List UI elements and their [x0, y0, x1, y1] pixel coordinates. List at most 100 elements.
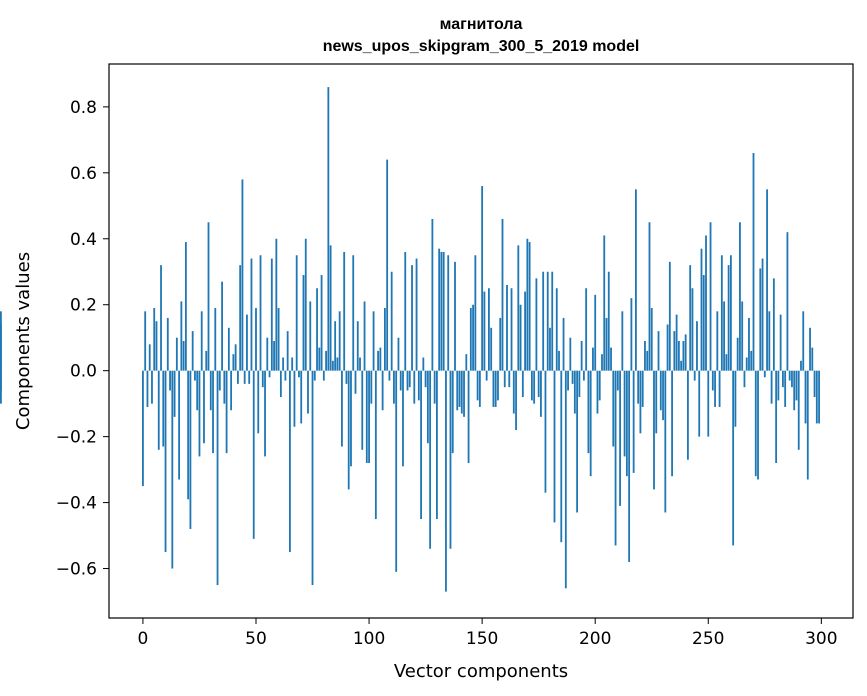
bar-276 [766, 189, 768, 371]
bar-256 [720, 255, 723, 371]
bar-221 [641, 370, 644, 407]
bar-131 [438, 248, 441, 371]
bar-63 [284, 370, 287, 381]
x-axis-ticks: 0 50 100 150 200 250 300 [138, 618, 838, 649]
bar-undefined [0, 370, 2, 391]
bar-288 [793, 370, 796, 411]
bar-120 [413, 370, 416, 404]
bar-153 [488, 288, 490, 371]
bar-43 [239, 265, 242, 371]
bar-108 [386, 159, 389, 371]
bar-39 [230, 370, 233, 411]
bar-77 [316, 288, 318, 371]
bar-243 [691, 288, 694, 371]
bar-133 [442, 251, 445, 371]
bar-246 [698, 370, 701, 437]
bar-31 [212, 370, 214, 454]
bar-259 [727, 265, 730, 371]
x-tick-label: 300 [805, 629, 837, 649]
bar-91 [347, 370, 350, 490]
bar-78 [318, 347, 321, 371]
bar-173 [533, 370, 536, 404]
bar-239 [682, 341, 685, 371]
bar-97 [361, 370, 364, 450]
bar-205 [605, 317, 608, 371]
bar-242 [689, 265, 692, 371]
bar-29 [207, 222, 210, 371]
bar-142 [463, 370, 465, 417]
bar-272 [757, 370, 759, 480]
bar-253 [714, 370, 716, 407]
bar-55 [266, 337, 269, 371]
bar-45 [243, 370, 246, 384]
bar-148 [476, 370, 479, 401]
bar-150 [481, 186, 484, 371]
bar-166 [517, 245, 520, 371]
bar-70 [300, 370, 303, 424]
bar-20 [187, 370, 190, 500]
bar-203 [601, 354, 603, 371]
bar-298 [815, 370, 818, 424]
x-tick-label: 150 [466, 629, 498, 649]
bar-280 [775, 370, 778, 464]
bar-127 [429, 370, 432, 549]
bar-189 [569, 337, 572, 371]
bar-188 [567, 370, 569, 391]
bar-125 [424, 370, 427, 388]
bar-193 [578, 370, 581, 398]
bar-251 [709, 222, 712, 371]
bar-287 [791, 370, 793, 388]
bar-260 [729, 255, 732, 371]
bar-65 [289, 370, 291, 553]
bar-184 [558, 350, 560, 371]
bar-14 [173, 370, 176, 417]
bar-266 [743, 370, 746, 388]
bar-51 [257, 370, 260, 434]
y-tick-label: 0.6 [70, 164, 97, 184]
bar-282 [779, 314, 782, 371]
bar-34 [218, 370, 221, 391]
bar-10 [164, 370, 167, 553]
bar-218 [635, 189, 637, 371]
bar-232 [666, 324, 669, 371]
bar-294 [806, 370, 809, 480]
bar-209 [614, 370, 617, 546]
bar-284 [784, 370, 787, 407]
bar-255 [718, 370, 721, 407]
bar-206 [607, 271, 610, 371]
bar-0 [142, 370, 144, 487]
bar-114 [399, 370, 402, 391]
bar-227 [655, 370, 658, 434]
bar-5 [153, 308, 156, 371]
x-tick-label: 200 [579, 629, 611, 649]
bar-112 [395, 370, 398, 572]
bar-138 [454, 261, 456, 371]
bar-22 [191, 331, 194, 371]
bar-174 [535, 278, 538, 371]
bar-90 [345, 370, 348, 384]
bar-3 [148, 344, 151, 371]
bar-48 [250, 258, 253, 371]
bar-162 [508, 370, 511, 388]
bar-93 [352, 255, 355, 371]
bar-129 [433, 370, 436, 404]
bar-50 [255, 308, 257, 371]
y-tick-label: 0.8 [70, 98, 97, 118]
bar-66 [291, 357, 294, 371]
bar-226 [653, 370, 655, 490]
bar-23 [194, 370, 196, 381]
bar-159 [501, 218, 504, 371]
bar-170 [526, 238, 529, 371]
bar-64 [286, 331, 289, 371]
bar-26 [200, 311, 203, 371]
bar-258 [725, 354, 728, 371]
bar-61 [279, 370, 282, 398]
bar-176 [540, 370, 542, 417]
bar-28 [205, 350, 208, 371]
bar-231 [664, 370, 667, 513]
bar-289 [795, 370, 798, 401]
bar-103 [374, 370, 377, 520]
bar-299 [818, 370, 820, 424]
bar-216 [630, 298, 633, 371]
bar-38 [227, 327, 230, 371]
